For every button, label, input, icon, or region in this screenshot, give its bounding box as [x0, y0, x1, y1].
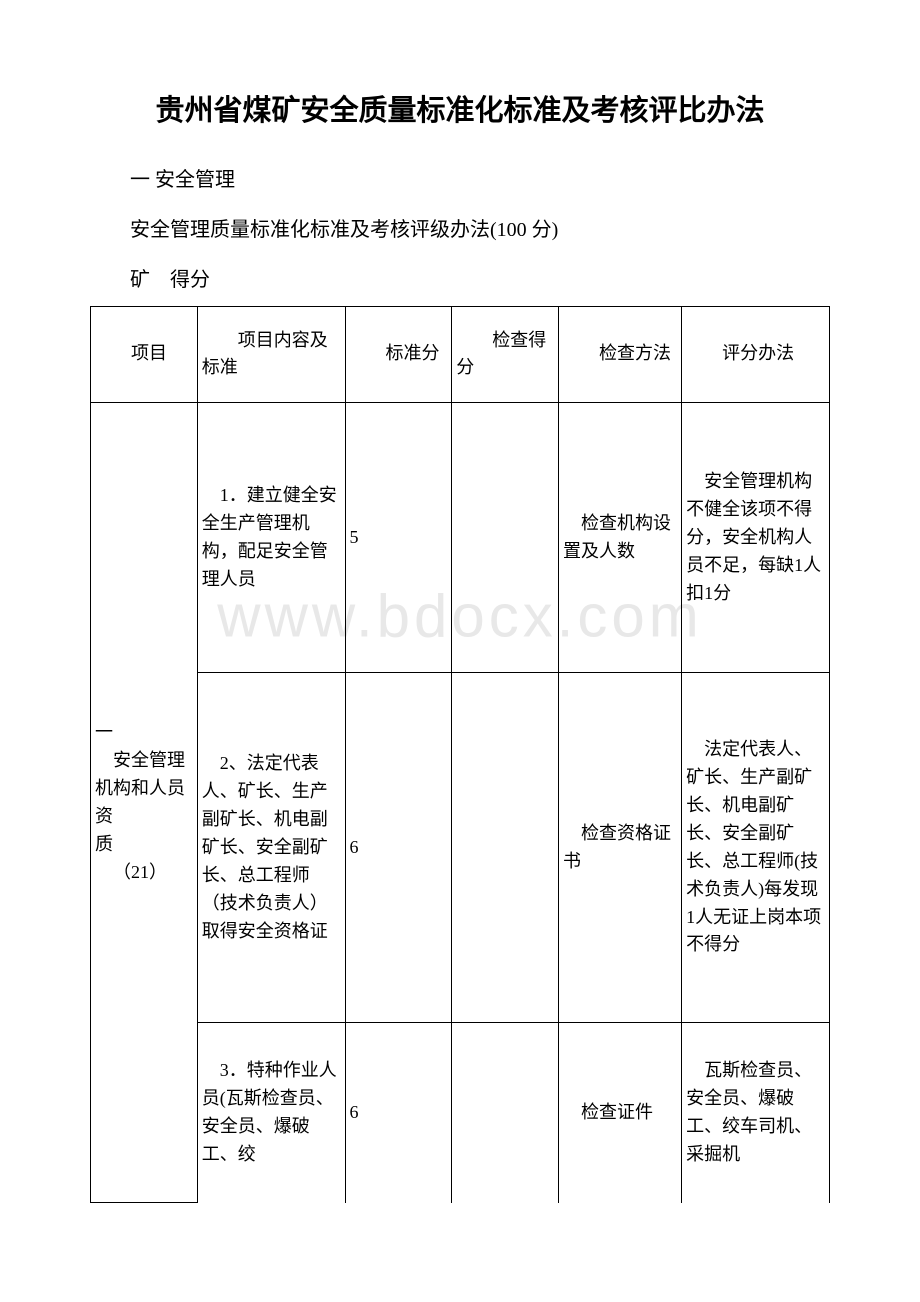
score-cell: 6 — [345, 1023, 452, 1203]
header-col-3: 标准分 — [345, 306, 452, 403]
header-col-4: 检查得分 — [452, 306, 559, 403]
header-col-5: 检查方法 — [559, 306, 682, 403]
category-cell: 一 安全管理机构和人员资 质 （21） — [91, 403, 198, 1203]
score-line: 矿 得分 — [90, 264, 830, 296]
header-col-1: 项目 — [91, 306, 198, 403]
eval-cell: 安全管理机构不健全该项不得分，安全机构人员不足，每缺1人扣1分 — [682, 403, 830, 673]
check-score-cell — [452, 403, 559, 673]
evaluation-table: 项目 项目内容及标准 标准分 检查得分 检查方法 评分办法 一 安全管理机构和人… — [90, 306, 830, 1204]
content-cell: 2、法定代表人、矿长、生产副矿长、机电副矿长、安全副矿长、总工程师（技术负责人）… — [197, 673, 345, 1023]
check-score-cell — [452, 1023, 559, 1203]
page-title: 贵州省煤矿安全质量标准化标准及考核评比办法 — [90, 90, 830, 134]
score-cell: 5 — [345, 403, 452, 673]
document-content: 贵州省煤矿安全质量标准化标准及考核评比办法 一 安全管理 安全管理质量标准化标准… — [90, 90, 830, 1203]
header-col-6: 评分办法 — [682, 306, 830, 403]
check-score-cell — [452, 673, 559, 1023]
table-row: 3．特种作业人员(瓦斯检查员、安全员、爆破工、绞 6 检查证件 瓦斯检查员、安全… — [91, 1023, 830, 1203]
method-cell: 检查证件 — [559, 1023, 682, 1203]
method-cell: 检查机构设置及人数 — [559, 403, 682, 673]
table-header-row: 项目 项目内容及标准 标准分 检查得分 检查方法 评分办法 — [91, 306, 830, 403]
section-heading: 一 安全管理 — [90, 164, 830, 196]
table-row: 一 安全管理机构和人员资 质 （21） 1．建立健全安全生产管理机构，配足安全管… — [91, 403, 830, 673]
eval-cell: 瓦斯检查员、安全员、爆破工、绞车司机、采掘机 — [682, 1023, 830, 1203]
method-cell: 检查资格证书 — [559, 673, 682, 1023]
eval-cell: 法定代表人、矿长、生产副矿长、机电副矿长、安全副矿长、总工程师(技术负责人)每发… — [682, 673, 830, 1023]
sub-heading: 安全管理质量标准化标准及考核评级办法(100 分) — [90, 214, 830, 246]
header-col-2: 项目内容及标准 — [197, 306, 345, 403]
content-cell: 1．建立健全安全生产管理机构，配足安全管理人员 — [197, 403, 345, 673]
content-cell: 3．特种作业人员(瓦斯检查员、安全员、爆破工、绞 — [197, 1023, 345, 1203]
score-cell: 6 — [345, 673, 452, 1023]
table-row: 2、法定代表人、矿长、生产副矿长、机电副矿长、安全副矿长、总工程师（技术负责人）… — [91, 673, 830, 1023]
